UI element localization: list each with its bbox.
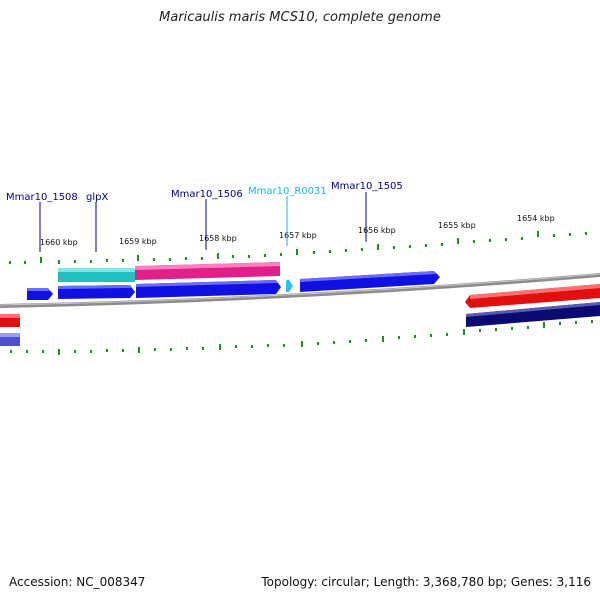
gene-label-mmar10-1505[interactable]: Mmar10_1505 [331,181,403,192]
feature-mmar10-1508-gene[interactable] [27,288,53,300]
map-title: Maricaulis maris MCS10, complete genome [159,10,441,25]
upper-tick-row [9,231,587,264]
feature-mmar10-1506-gene[interactable] [136,280,281,298]
tick-label-1659: 1659 kbp [119,237,157,246]
genome-summary-text: Topology: circular; Length: 3,368,780 bp… [261,575,591,589]
genome-backbone [0,273,600,308]
tick-label-1654: 1654 kbp [517,214,555,223]
feature-red-right[interactable] [465,284,600,308]
tick-label-1656: 1656 kbp [358,226,396,235]
gene-label-glpx[interactable]: glpX [86,192,108,203]
lower-tick-row [10,320,593,355]
feature-mmar10-1505-gene[interactable] [300,271,440,292]
feature-glpx-gene[interactable] [58,285,135,299]
tick-label-1660: 1660 kbp [40,238,78,247]
feature-glpx-cds[interactable] [58,268,135,282]
feature-violet-left[interactable] [0,333,20,346]
tick-label-1657: 1657 kbp [279,231,317,240]
accession-text: Accession: NC_008347 [9,575,146,589]
feature-red-left[interactable] [0,314,20,327]
feature-navy-right[interactable] [466,302,600,327]
tick-label-1655: 1655 kbp [438,221,476,230]
tick-label-1658: 1658 kbp [199,234,237,243]
gene-label-mmar10-1506[interactable]: Mmar10_1506 [171,189,243,200]
feature-mmar10-1506-cds[interactable] [135,262,280,280]
gene-label-mmar10-r0031[interactable]: Mmar10_R0031 [248,186,327,197]
feature-mmar10-r0031-gene[interactable] [286,280,293,292]
gene-label-mmar10-1508[interactable]: Mmar10_1508 [6,192,78,203]
